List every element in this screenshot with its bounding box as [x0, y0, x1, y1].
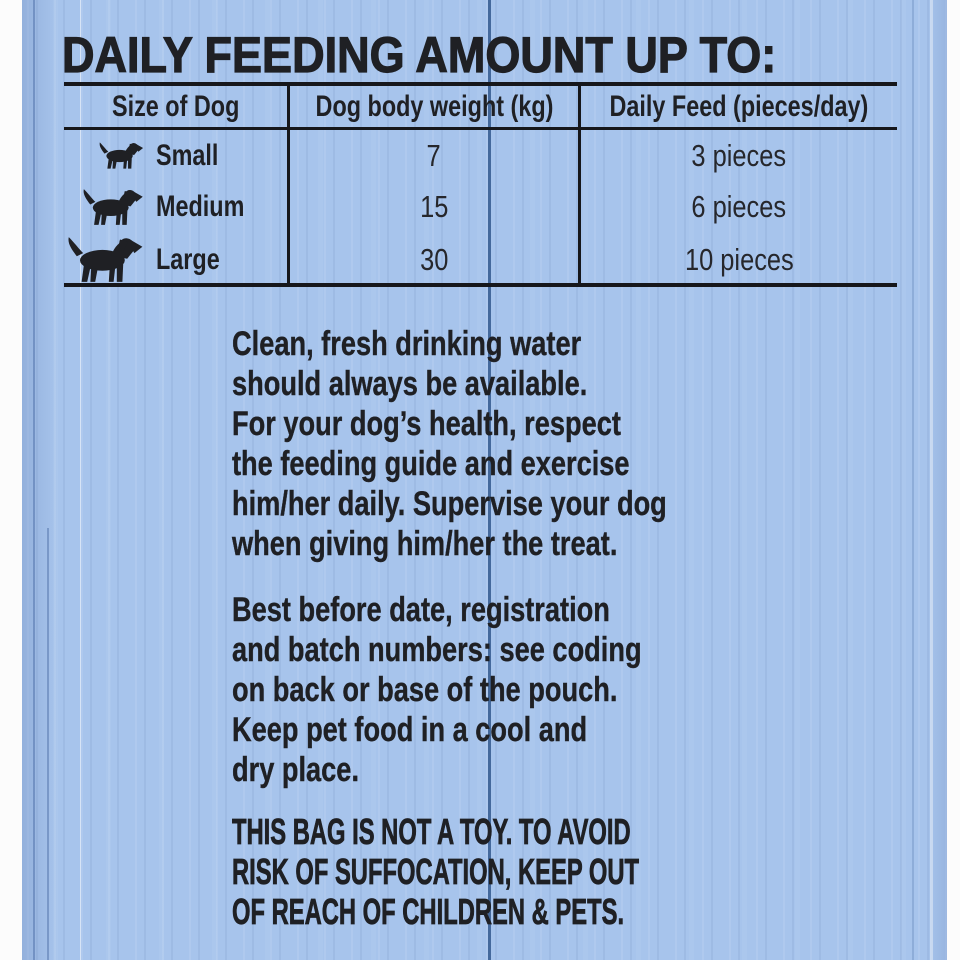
storage-line: Keep pet food in a cool and [232, 711, 588, 749]
table-row: Medium 15 6 pieces [64, 181, 897, 232]
dog-weight-value: 15 [419, 188, 449, 224]
table-body: Small 7 3 pieces Medium 15 6 pieces [64, 130, 897, 287]
left-white-margin [0, 0, 22, 960]
wood-grain-streak [33, 0, 35, 960]
care-line: when giving him/her the treat. [232, 525, 618, 563]
dog-size-label: Medium [156, 189, 245, 223]
wood-grain-streak [47, 528, 49, 960]
care-line: For your dog’s health, respect [232, 405, 621, 443]
warning-line: OF REACH OF CHILDREN & PETS. [232, 891, 625, 932]
table-row: Large 30 10 pieces [64, 232, 897, 287]
dog-size-label: Large [156, 242, 220, 276]
wood-grain-streak [912, 0, 914, 960]
page-title: DAILY FEEDING AMOUNT UP TO: [61, 26, 777, 83]
daily-feed-value: 6 pieces [691, 188, 787, 224]
daily-feed-value: 3 pieces [691, 137, 787, 173]
right-white-margin [947, 0, 960, 960]
care-line: him/her daily. Supervise your dog [232, 485, 667, 523]
table-header-row: Size of Dog Dog body weight (kg) Daily F… [64, 82, 897, 130]
column-header-size: Size of Dog [111, 89, 240, 123]
dog-size-label: Small [156, 138, 219, 172]
care-line: should always be available. [232, 365, 588, 403]
storage-line: Best before date, registration [232, 591, 610, 629]
storage-line: on back or base of the pouch. [232, 671, 618, 709]
dog-weight-value: 30 [419, 241, 449, 277]
daily-feed-value: 10 pieces [684, 241, 794, 277]
table-row: Small 7 3 pieces [64, 130, 897, 181]
warning-line: THIS BAG IS NOT A TOY. TO AVOID [232, 811, 631, 852]
storage-line: dry place. [232, 751, 359, 789]
storage-instructions-paragraph: Best before date, registration and batch… [232, 590, 744, 790]
right-edge-shade [927, 0, 947, 960]
dog-weight-value: 7 [426, 137, 442, 173]
small-dog-icon [97, 140, 144, 171]
suffocation-warning-paragraph: THIS BAG IS NOT A TOY. TO AVOID RISK OF … [232, 811, 849, 932]
column-header-weight: Dog body weight (kg) [315, 89, 553, 123]
care-line: the feeding guide and exercise [232, 445, 630, 483]
warning-line: RISK OF SUFFOCATION, KEEP OUT [232, 851, 640, 892]
wood-grain-streak [80, 0, 81, 960]
wood-grain-streak [930, 0, 933, 960]
left-edge-shade [22, 0, 58, 960]
care-line: Clean, fresh drinking water [232, 325, 582, 363]
medium-dog-icon [80, 186, 144, 228]
large-dog-icon [64, 232, 144, 287]
package-seam-line [488, 0, 491, 960]
column-header-feed: Daily Feed (pieces/day) [609, 89, 869, 123]
storage-line: and batch numbers: see coding [232, 631, 642, 669]
care-instructions-paragraph: Clean, fresh drinking water should alway… [232, 324, 776, 564]
feeding-table: Size of Dog Dog body weight (kg) Daily F… [64, 82, 897, 287]
